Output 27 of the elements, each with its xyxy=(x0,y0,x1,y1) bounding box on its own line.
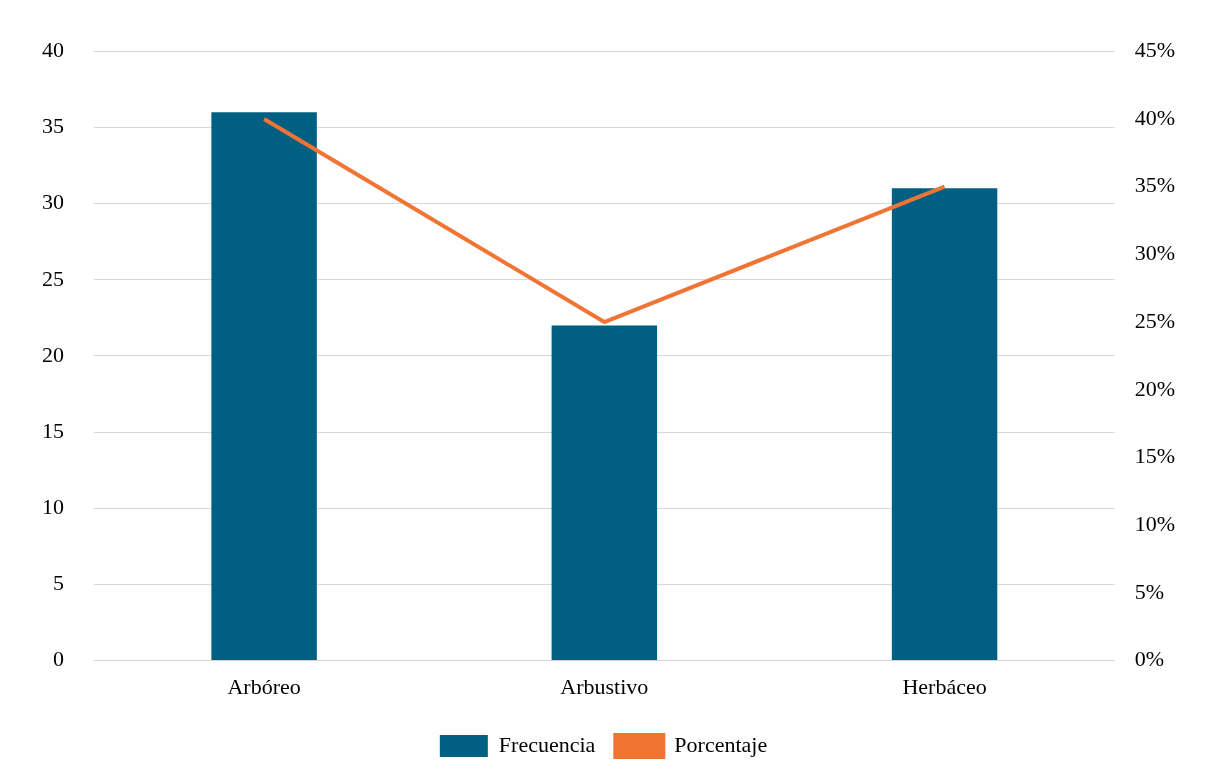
legend-label: Frecuencia xyxy=(498,731,596,757)
y2-tick-label: 35% xyxy=(1134,172,1175,198)
y2-tick-label: 5% xyxy=(1134,578,1164,604)
y-tick-label: 15 xyxy=(42,417,64,443)
y2-tick-label: 10% xyxy=(1134,510,1175,536)
y-tick-label: 10 xyxy=(42,494,64,520)
y2-tick-label: 40% xyxy=(1134,104,1175,130)
bar xyxy=(551,325,658,661)
bar xyxy=(891,188,998,661)
y-tick-label: 5 xyxy=(53,570,64,596)
y-tick-label: 40 xyxy=(42,36,64,62)
y2-tick-label: 25% xyxy=(1134,307,1175,333)
bar xyxy=(211,112,317,661)
y-tick-label: 35 xyxy=(42,113,64,139)
legend-label: Porcentaje xyxy=(674,731,768,757)
y2-tick-label: 15% xyxy=(1134,443,1175,469)
y-tick-label: 25 xyxy=(42,265,64,291)
x-tick-label: Arbustivo xyxy=(560,673,649,699)
y2-tick-label: 0% xyxy=(1134,646,1164,672)
x-tick-label: Herbáceo xyxy=(902,673,987,699)
y2-tick-label: 30% xyxy=(1134,240,1175,266)
y2-tick-label: 20% xyxy=(1134,375,1175,401)
y2-tick-label: 45% xyxy=(1134,36,1175,62)
y-tick-label: 30 xyxy=(42,189,64,215)
y-tick-label: 0 xyxy=(53,646,64,672)
y-tick-label: 20 xyxy=(42,341,64,367)
x-tick-label: Arbóreo xyxy=(227,673,301,699)
